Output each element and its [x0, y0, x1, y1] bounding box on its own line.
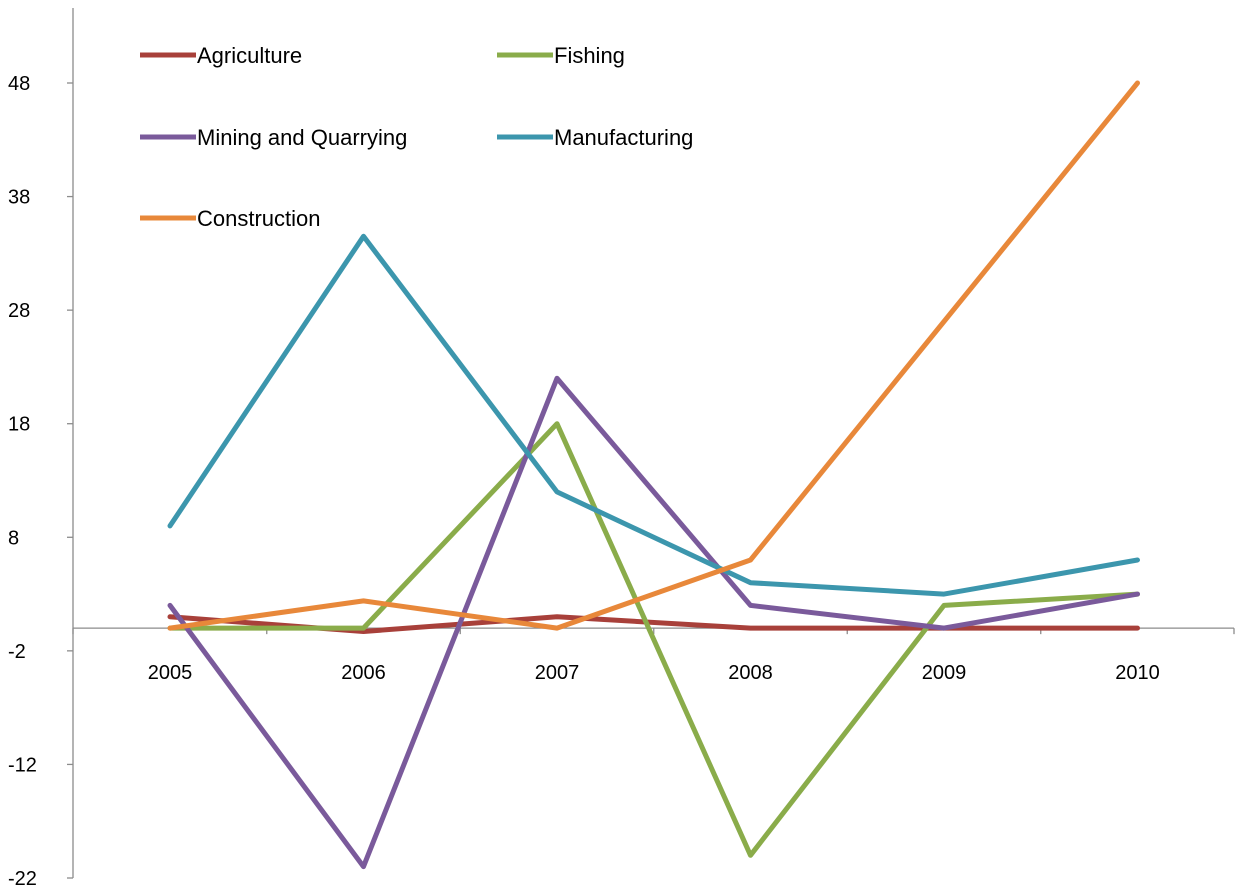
legend-item: Agriculture	[140, 43, 302, 68]
y-tick-label: 8	[8, 527, 19, 549]
legend-label: Manufacturing	[554, 125, 693, 150]
x-tick-label: 2005	[148, 662, 193, 684]
legend-label: Agriculture	[197, 43, 302, 68]
y-tick-label: 18	[8, 414, 30, 436]
series-line-manufacturing	[167, 233, 1140, 597]
series-layer	[167, 80, 1140, 870]
legend-label: Fishing	[554, 43, 625, 68]
series-line-mining-and-quarrying	[167, 375, 1140, 870]
x-tick-label: 2010	[1115, 662, 1160, 684]
y-tick-label: -22	[8, 868, 37, 886]
legend-label: Construction	[197, 206, 321, 231]
y-tick-label: 28	[8, 300, 30, 322]
x-tick-label: 2006	[341, 662, 386, 684]
y-tick-label: -12	[8, 754, 37, 776]
x-tick-label: 2007	[535, 662, 580, 684]
series-line-fishing	[167, 421, 1140, 858]
legend: Agriculture Fishing Mining and Quarrying Ma…	[140, 43, 693, 231]
x-tick-label: 2009	[922, 662, 967, 684]
legend-item: Fishing	[497, 43, 625, 68]
series-line-construction	[167, 80, 1140, 631]
legend-item: Manufacturing	[497, 125, 693, 150]
y-tick-label: -2	[8, 641, 26, 663]
legend-item: Mining and Quarrying	[140, 125, 407, 150]
x-tick-label: 2008	[728, 662, 773, 684]
legend-label: Mining and Quarrying	[197, 125, 407, 150]
legend-item: Construction	[140, 206, 321, 231]
y-tick-label: 38	[8, 187, 30, 209]
y-tick-label: 48	[8, 73, 30, 95]
